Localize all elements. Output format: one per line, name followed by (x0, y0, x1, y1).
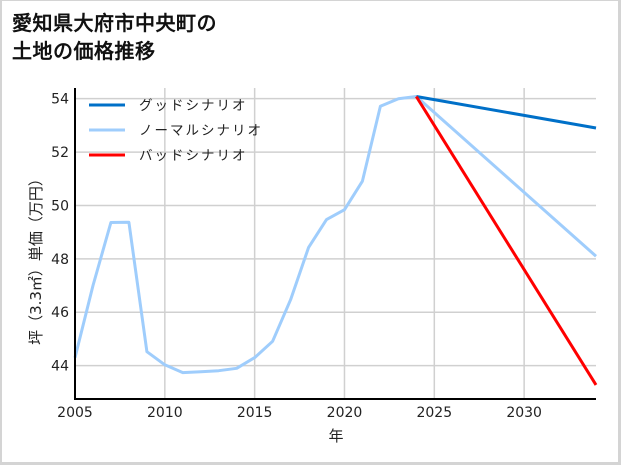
x-tick-label: 2030 (506, 405, 542, 421)
y-tick-label: 46 (51, 305, 69, 321)
series-line-2 (415, 95, 598, 386)
y-tick-labels: 44 46 48 50 52 54 (51, 92, 69, 375)
legend-label-2: バッドシナリオ (139, 148, 248, 164)
chart-title-line-1: 愛知県大府市中央町の (12, 11, 217, 35)
legend-label-0: グッドシナリオ (139, 98, 248, 114)
x-tick-label: 2010 (147, 405, 183, 421)
x-axis-label: 年 (328, 427, 343, 445)
x-tick-label: 2005 (57, 405, 93, 421)
gridlines (75, 88, 596, 399)
y-tick-label: 52 (51, 145, 69, 161)
y-tick-label: 48 (51, 252, 69, 268)
legend-label-1: ノーマルシナリオ (139, 123, 263, 139)
historical-line (73, 95, 417, 375)
x-tick-label: 2020 (327, 405, 363, 421)
series-line-1 (415, 95, 597, 258)
y-tick-label: 54 (51, 92, 69, 108)
x-tick-labels: 2005 2010 2015 2020 2025 2030 (57, 405, 542, 421)
x-tick-label: 2025 (416, 405, 452, 421)
y-tick-label: 50 (51, 198, 69, 214)
chart-title-line-2: 土地の価格推移 (12, 39, 156, 63)
series-line-0 (416, 95, 597, 130)
chart-title: 愛知県大府市中央町の 土地の価格推移 (12, 9, 217, 65)
x-tick-label: 2015 (237, 405, 273, 421)
axes (74, 88, 596, 400)
y-tick-label: 44 (51, 359, 69, 375)
data-lines (73, 95, 598, 386)
y-axis-label: 坪（3.3㎡）単価（万円） (27, 171, 45, 345)
